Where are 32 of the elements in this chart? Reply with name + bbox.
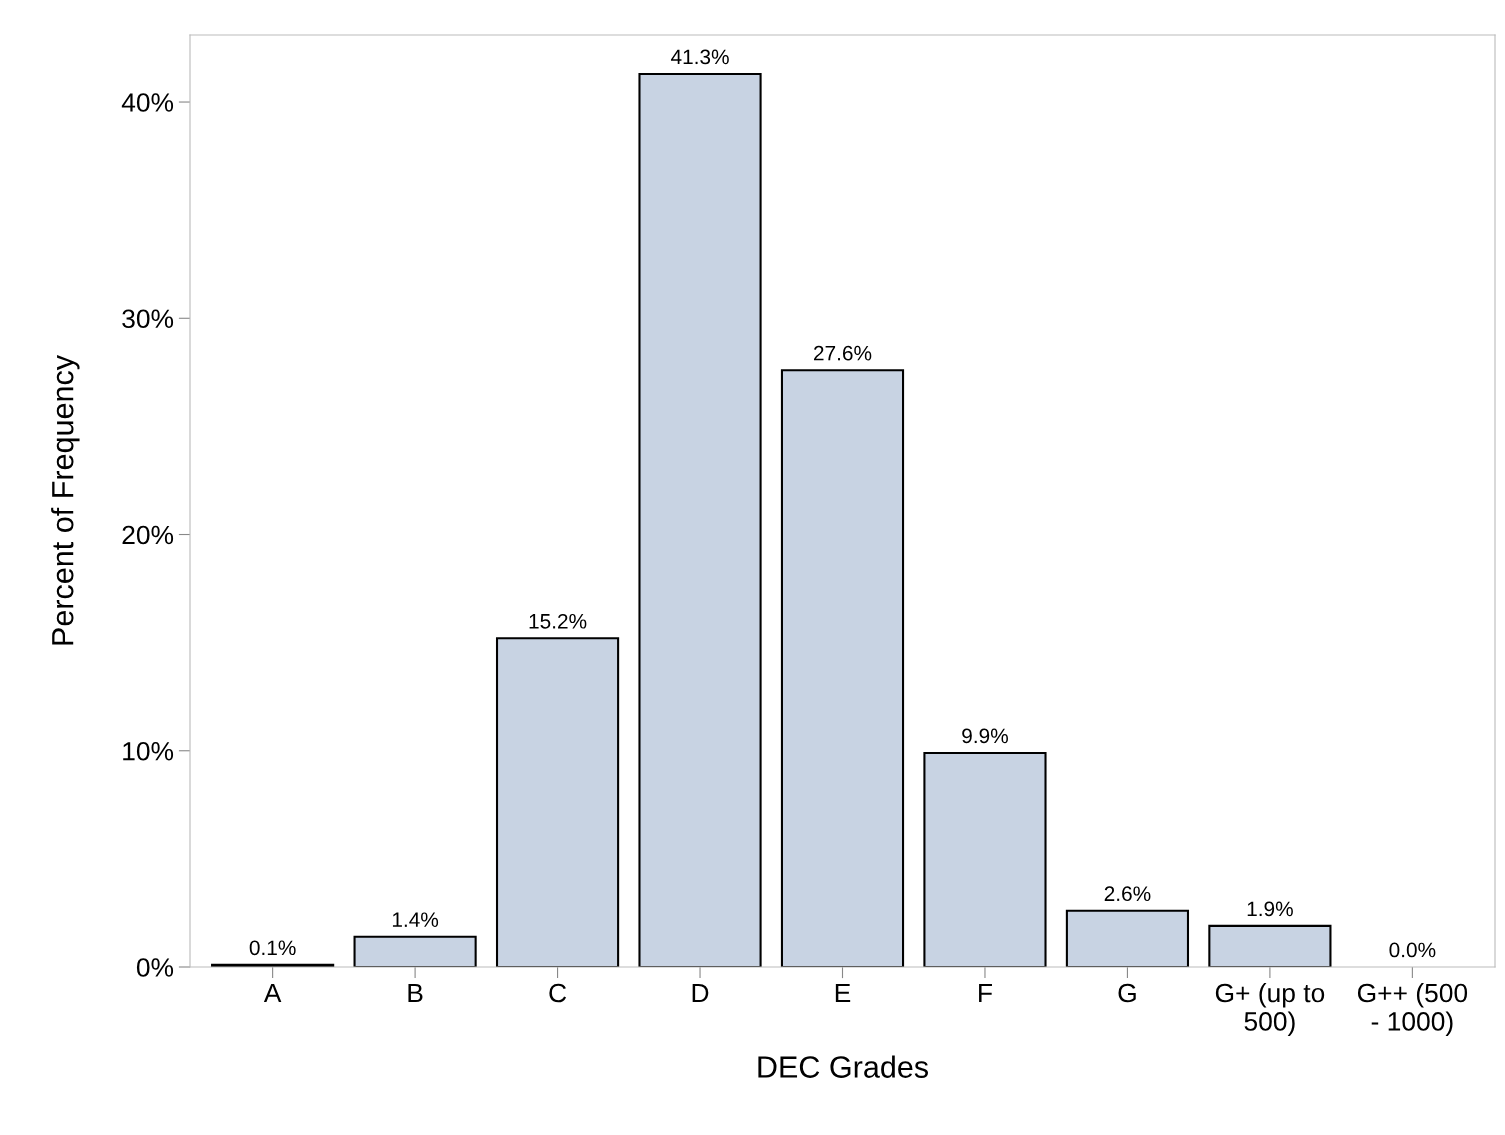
bar [638, 72, 762, 967]
bar [780, 369, 905, 967]
data-label: 0.0% [1389, 942, 1436, 958]
x-tick-label: G+ (up to 500) [1215, 982, 1325, 1036]
x-tick-label: B [408, 983, 423, 1003]
y-tick-label: 10% [123, 741, 174, 761]
y-tick-label: 20% [122, 525, 174, 545]
x-tick-label: C [549, 983, 567, 1003]
data-label: 1.9% [1247, 901, 1293, 917]
x-tick-label: E [835, 983, 851, 1003]
bar [1208, 924, 1332, 967]
x-tick-label: G [1118, 983, 1136, 1003]
x-tick-label: F [979, 983, 992, 1003]
y-tick-label: 0% [136, 958, 174, 977]
x-tick-label: G++ (500 - 1000) [1357, 982, 1468, 1036]
bar [1065, 909, 1190, 967]
data-label: 15.2% [529, 613, 587, 629]
y-axis-title: Percent of Frequency [51, 354, 80, 645]
bar [353, 935, 477, 967]
data-label: 1.4% [392, 912, 439, 927]
data-label: 41.3% [670, 49, 729, 65]
bar [495, 637, 620, 967]
x-axis-title: DEC Grades [758, 1055, 928, 1078]
data-label: 0.1% [249, 940, 296, 956]
y-tick-label: 30% [122, 309, 174, 329]
data-label: 2.6% [1104, 886, 1151, 902]
x-tick-label: D [692, 983, 709, 1003]
data-label: 9.9% [962, 728, 1008, 744]
bar [923, 751, 1047, 967]
x-tick-label: A [263, 983, 282, 1003]
data-label: 27.6% [814, 345, 872, 361]
y-tick-label: 40% [121, 93, 174, 112]
